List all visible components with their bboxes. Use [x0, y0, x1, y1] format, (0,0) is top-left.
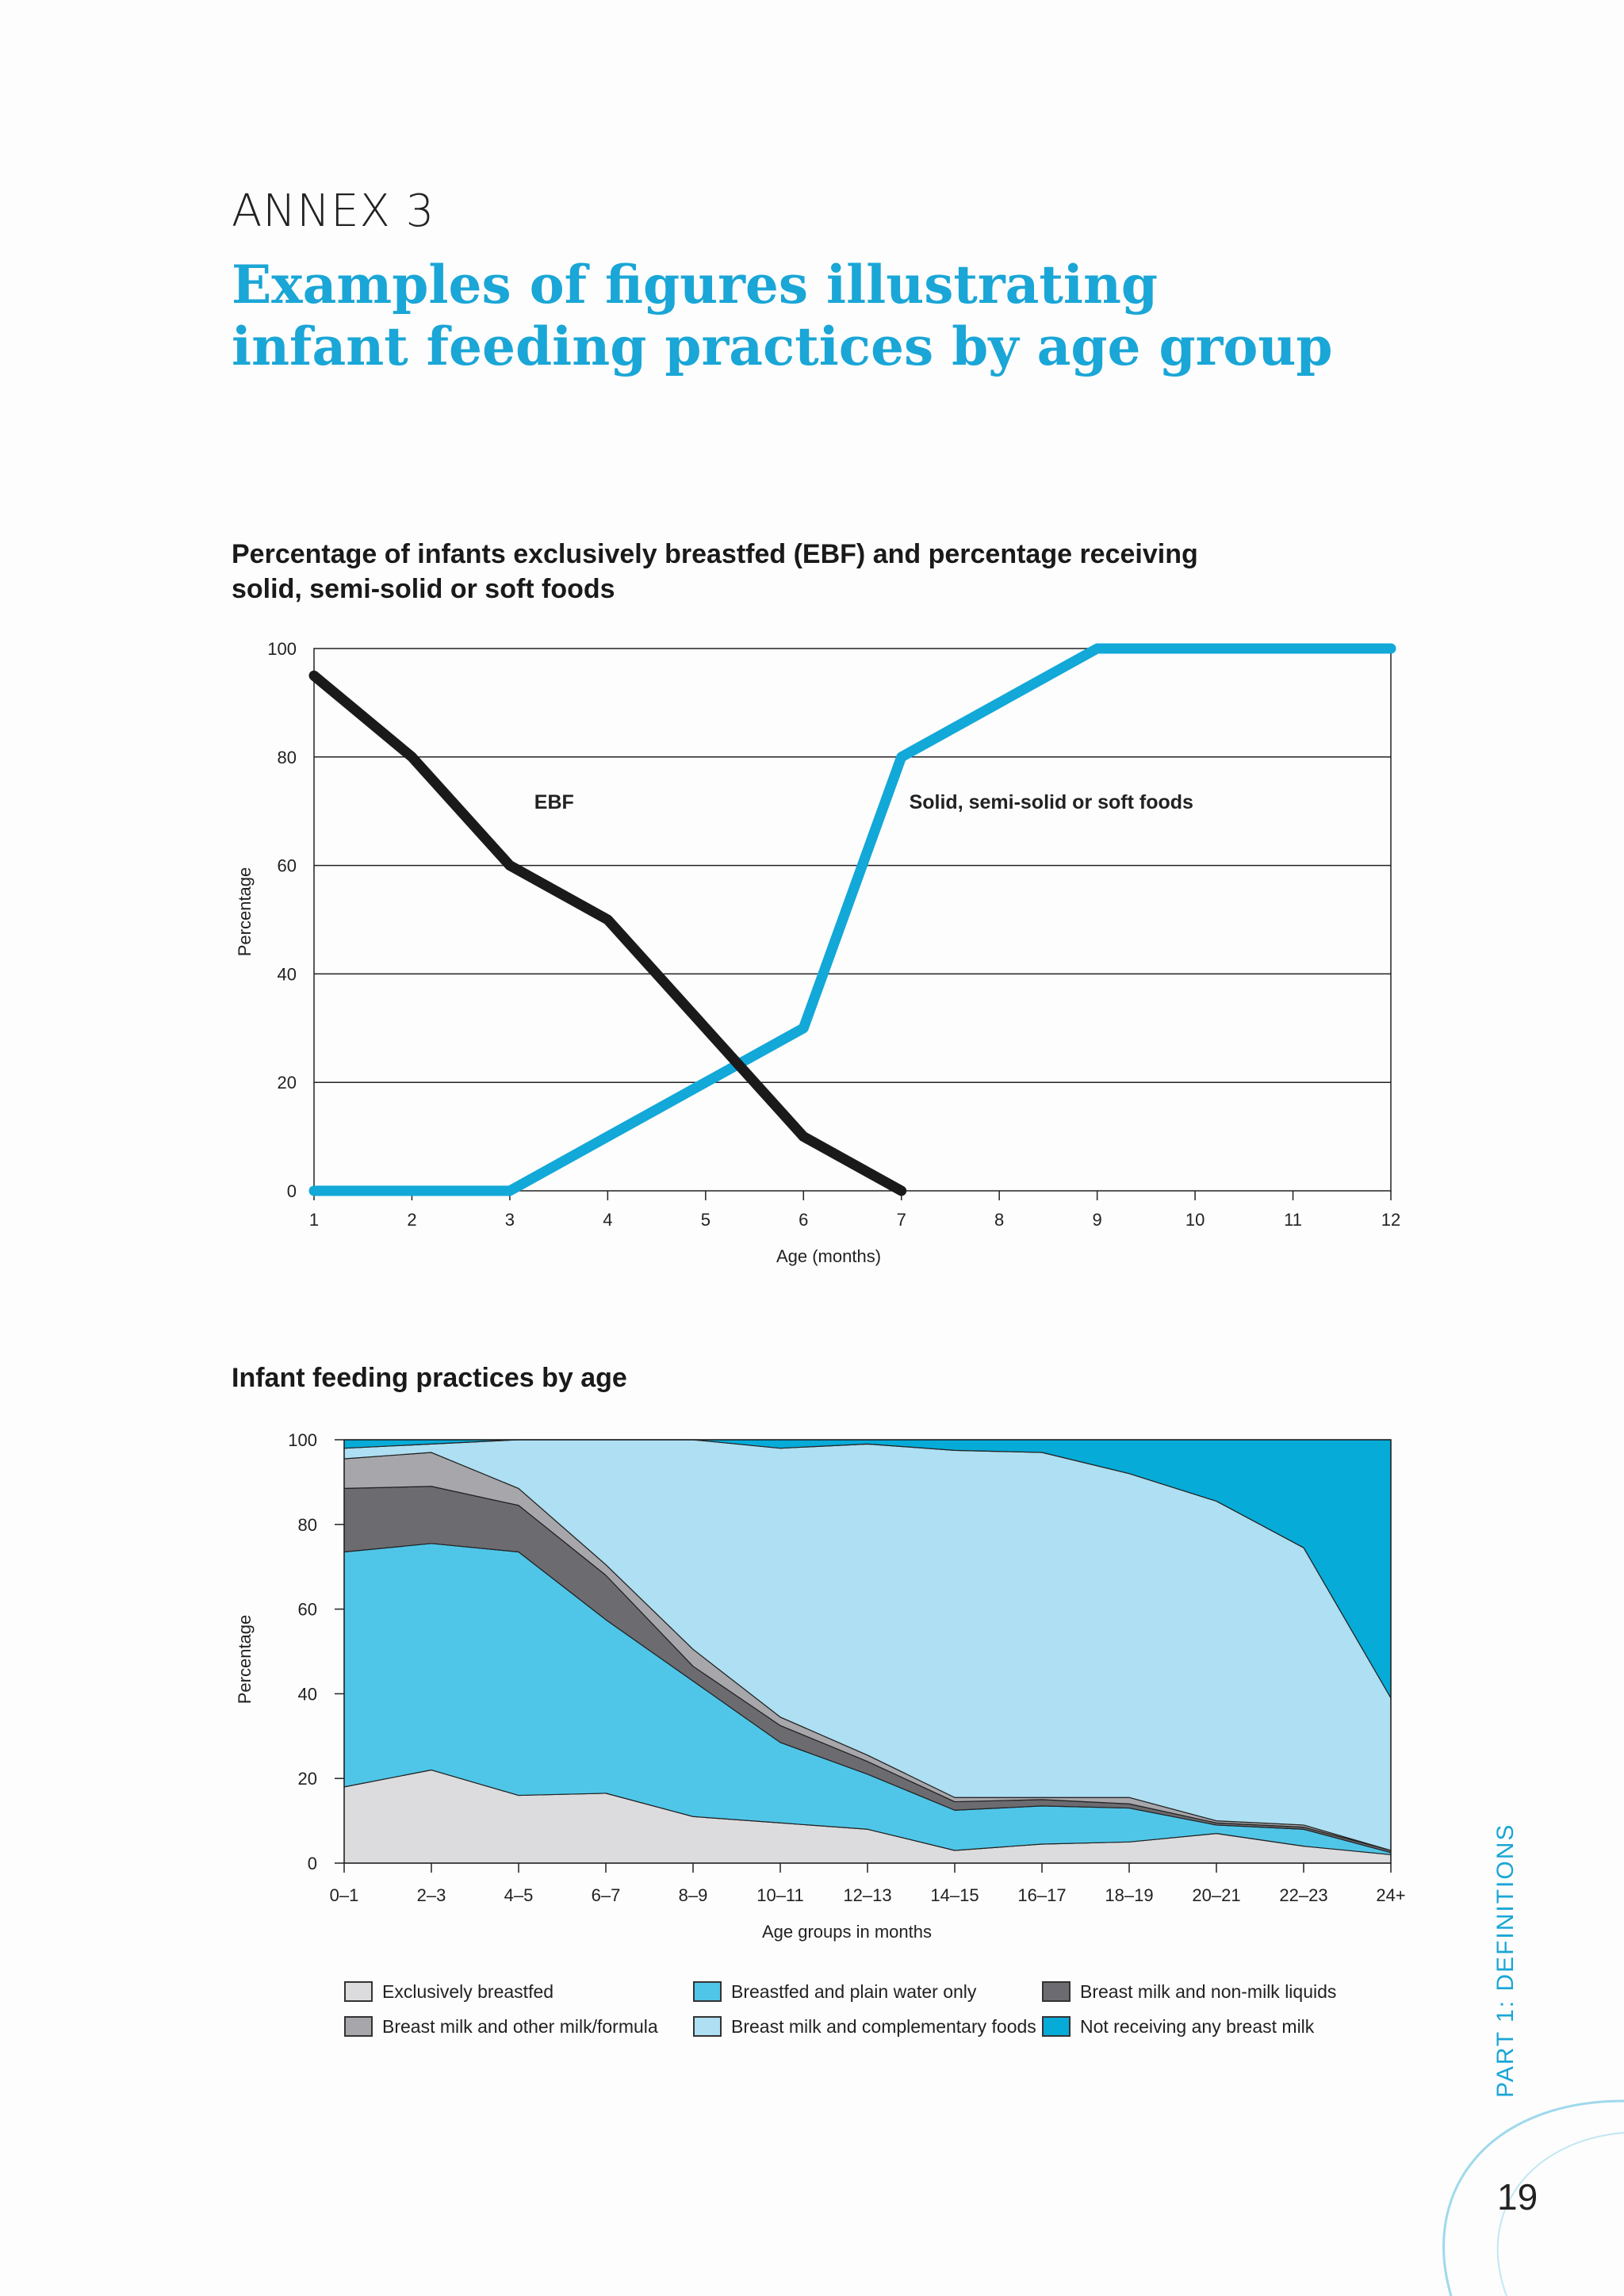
chart2-y-axis-label: Percentage	[235, 1615, 255, 1705]
chart2-y-tick-label: 60	[298, 1600, 317, 1620]
chart2-x-tick-label: 8–9	[679, 1885, 708, 1905]
ebf-series-label: EBF	[534, 791, 574, 813]
chart1-x-tick-label: 4	[603, 1210, 612, 1230]
chart1-y-tick-label: 60	[278, 856, 297, 876]
chart2-x-tick-label: 16–17	[1017, 1885, 1066, 1905]
chart2-x-axis-label: Age groups in months	[762, 1922, 932, 1942]
chart1-plot-frame	[313, 648, 1392, 1192]
legend-swatch	[1042, 2016, 1071, 2037]
feeding-practices-area-chart: 0 20 40 60 80 100 0–1 2–3 4–5 6–7 8–9 10–11 12–13 14–…	[235, 1430, 1406, 1942]
chart2-x-tick-label: 24+	[1376, 1885, 1405, 1905]
chart1-y-tick-label: 20	[278, 1073, 297, 1093]
chart2-y-tick-label: 100	[288, 1430, 317, 1450]
legend-item: Breast milk and other milk/formula	[344, 2015, 693, 2038]
chart1-x-tick-label: 10	[1185, 1210, 1205, 1230]
chart2-title: Infant feeding practices by age	[232, 1363, 627, 1393]
side-section-label: PART 1: DEFINITIONS	[1492, 1823, 1519, 2098]
chart2-x-tick-label: 10–11	[756, 1885, 804, 1905]
legend-swatch	[693, 1981, 722, 2002]
legend-item: Breast milk and complementary foods	[693, 2015, 1042, 2038]
chart1-x-tick-label: 5	[701, 1210, 710, 1230]
chart1-x-tick-label: 1	[309, 1210, 319, 1230]
solid-foods-series-label: Solid, semi-solid or soft foods	[910, 791, 1193, 813]
legend-label: Breast milk and complementary foods	[731, 2015, 1036, 2037]
chart2-y-tick-label: 80	[298, 1515, 317, 1535]
legend-label: Breastfed and plain water only	[731, 1980, 977, 2002]
chart1-x-axis-label: Age (months)	[776, 1246, 881, 1266]
chart1-y-tick-label: 100	[267, 639, 297, 659]
ebf-series-line	[308, 670, 907, 1196]
chart1-y-axis-label: Percentage	[235, 867, 255, 957]
chart1-x-tick-label: 2	[407, 1210, 416, 1230]
chart1-title-line-2: solid, semi-solid or soft foods	[232, 574, 615, 604]
chart2-x-tick-label: 0–1	[330, 1885, 359, 1905]
chart1-x-tick-label: 9	[1093, 1210, 1102, 1230]
chart1-title: Percentage of infants exclusively breast…	[232, 537, 1262, 607]
chart1-y-tick-label: 0	[287, 1181, 297, 1201]
legend-item: Breastfed and plain water only	[693, 1980, 1042, 2003]
chart2-x-tick-label: 14–15	[930, 1885, 979, 1905]
legend-swatch	[1042, 1981, 1071, 2002]
legend-swatch	[344, 2016, 373, 2037]
chart2-x-tick-label: 6–7	[592, 1885, 621, 1905]
chart1-x-tick-label: 8	[994, 1210, 1004, 1230]
chart1-y-tick-label: 80	[278, 748, 297, 767]
legend-item: Breast milk and non-milk liquids	[1042, 1980, 1391, 2003]
legend-label: Breast milk and non-milk liquids	[1080, 1980, 1337, 2002]
chart2-x-tick-label: 18–19	[1105, 1885, 1153, 1905]
legend-item: Not receiving any breast milk	[1042, 2015, 1391, 2038]
chart2-x-tick-label: 20–21	[1192, 1885, 1240, 1905]
annex-label: ANNEX 3	[232, 186, 435, 237]
legend-label: Not receiving any breast milk	[1080, 2015, 1315, 2037]
legend-swatch	[693, 2016, 722, 2037]
page-title: Examples of figures illustrating infant …	[232, 254, 1421, 377]
solid-foods-series-line	[308, 643, 1396, 1196]
chart2-x-tick-label: 4–5	[504, 1885, 534, 1905]
chart1-x-tick-label: 6	[799, 1210, 808, 1230]
chart2-y-tick-label: 40	[298, 1684, 317, 1704]
chart1-x-tick-label: 7	[897, 1210, 906, 1230]
chart2-x-tick-label: 2–3	[417, 1885, 446, 1905]
chart1-title-line-1: Percentage of infants exclusively breast…	[232, 539, 1198, 569]
legend-item: Exclusively breastfed	[344, 1980, 693, 2003]
page-title-line-2: infant feeding practices by age group	[232, 316, 1333, 377]
page-title-line-1: Examples of figures illustrating	[232, 254, 1159, 316]
chart1-x-tick-label: 12	[1381, 1210, 1400, 1230]
page-number: 19	[1497, 2176, 1538, 2218]
chart2-legend: Exclusively breastfed Breastfed and plain…	[344, 1980, 1438, 2038]
chart1-x-tick-label: 3	[505, 1210, 515, 1230]
chart2-x-tick-label: 12–13	[843, 1885, 891, 1905]
chart1-y-tick-label: 40	[278, 964, 297, 984]
chart1-x-tick-label: 11	[1284, 1210, 1302, 1230]
chart2-y-tick-label: 0	[308, 1854, 317, 1873]
chart2-x-tick-label: 22–23	[1279, 1885, 1327, 1905]
legend-label: Breast milk and other milk/formula	[382, 2015, 658, 2037]
chart2-y-tick-label: 20	[298, 1769, 317, 1789]
legend-swatch	[344, 1981, 373, 2002]
legend-label: Exclusively breastfed	[382, 1980, 554, 2002]
